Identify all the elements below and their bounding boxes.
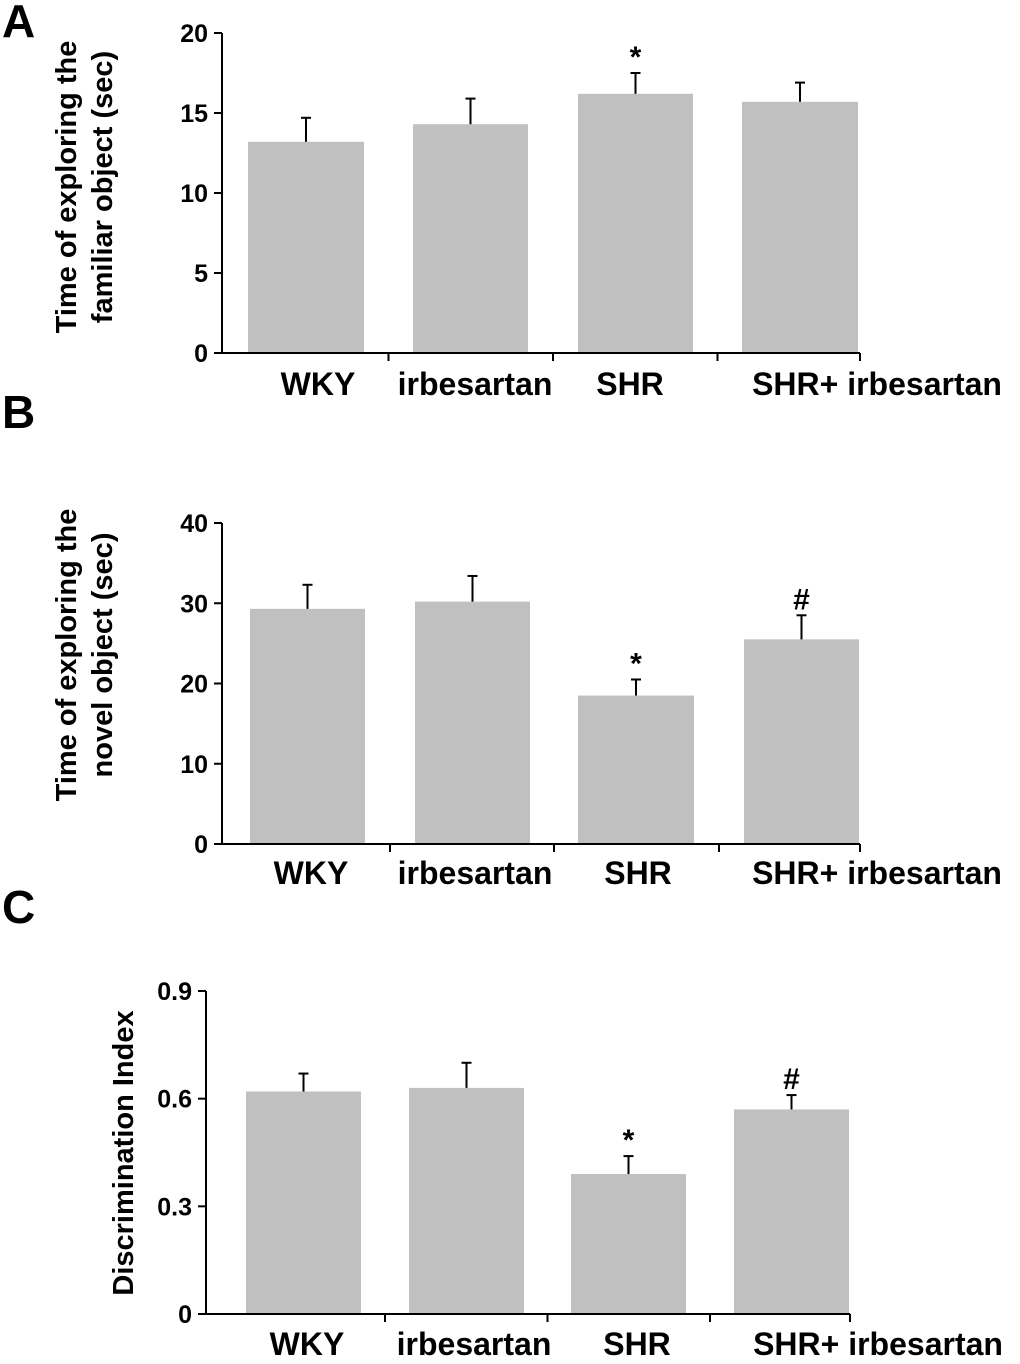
bar (578, 695, 694, 844)
bar (578, 93, 693, 354)
y-tick-label: 20 (180, 671, 208, 699)
y-axis-label-line: Discrimination Index (108, 1010, 140, 1295)
category-label: irbesartan (398, 855, 553, 891)
y-axis-label-line: Time of exploring the (51, 509, 83, 802)
category-label: WKY (274, 855, 349, 891)
bar (250, 608, 365, 844)
significance-mark: * (630, 647, 642, 680)
bar (734, 1109, 849, 1314)
bar (415, 601, 530, 844)
bar (409, 1087, 524, 1314)
y-tick-label: 0 (194, 831, 208, 859)
y-tick-label: 0.9 (157, 978, 192, 1006)
y-tick-label: 10 (180, 180, 208, 208)
category-label: irbesartan (398, 366, 553, 402)
panel-letter: A (2, 0, 35, 47)
y-axis-label: Time of exploring the familiar object (se… (51, 41, 119, 334)
y-tick-label: 10 (180, 751, 208, 779)
y-axis-label-line: Time of exploring the (51, 41, 83, 334)
category-label: SHR (596, 366, 664, 402)
y-tick-label: 5 (194, 260, 208, 288)
y-tick-label: 0 (194, 340, 208, 368)
panel-letter: C (2, 881, 35, 933)
category-label: SHR (604, 855, 672, 891)
category-label: irbesartan (397, 1326, 552, 1362)
category-label: SHR (603, 1326, 671, 1362)
category-label: WKY (281, 366, 356, 402)
category-label: SHR+ irbesartan (752, 366, 1002, 402)
y-tick-label: 30 (180, 590, 208, 618)
category-label: SHR+ irbesartan (753, 1326, 1003, 1362)
y-tick-label: 15 (180, 100, 208, 128)
significance-mark: # (783, 1063, 800, 1096)
category-label: WKY (270, 1326, 345, 1362)
y-tick-label: 0 (178, 1301, 192, 1329)
bar (744, 639, 859, 844)
bar (742, 101, 858, 353)
y-axis-label-line: familiar object (sec) (87, 51, 119, 323)
significance-mark: * (623, 1124, 635, 1157)
bar (571, 1174, 686, 1314)
y-axis-label: Time of exploring the novel object (sec) (51, 509, 119, 802)
panel-b: B * #0 10 20 30 40 WKY irbesartan SHR SHR+ irbesar… (2, 386, 1002, 891)
y-tick-label: 40 (180, 510, 208, 538)
y-tick-label: 0.6 (157, 1086, 192, 1114)
significance-mark: * (630, 41, 642, 74)
panel-c: C * #0 0.3 0.6 0.9 WKY irbesartan SHR SHR+ irbesa… (2, 881, 1003, 1362)
significance-mark: # (793, 583, 810, 616)
y-axis-label: Discrimination Index (108, 1010, 140, 1295)
bar (246, 1091, 361, 1314)
bar (248, 141, 364, 353)
panel-a: A * 0 5 10 15 20 WKY irbesartan SHR SHR+ irbesarta… (2, 0, 1002, 402)
y-tick-label: 0.3 (157, 1193, 192, 1221)
y-tick-label: 20 (180, 20, 208, 48)
panel-letter: B (2, 386, 35, 438)
category-label: SHR+ irbesartan (752, 855, 1002, 891)
y-axis-label-line: novel object (sec) (87, 533, 119, 778)
bar (413, 124, 528, 353)
